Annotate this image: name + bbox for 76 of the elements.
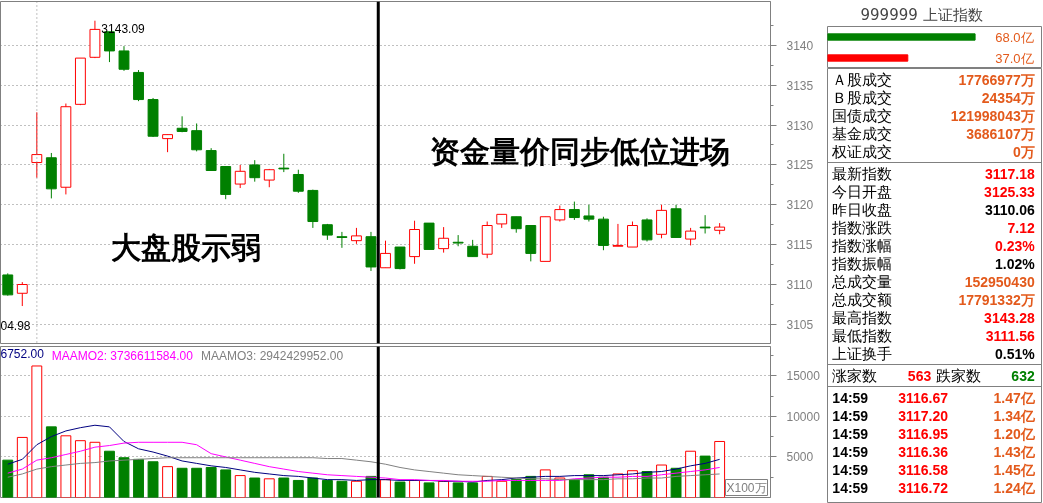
text: 上证换手 [832, 344, 893, 363]
text: 昨日收盘 [832, 200, 893, 219]
data-label: 37.0亿 [995, 50, 1034, 66]
text: 14:59 [832, 479, 869, 496]
text: 3116.58 [898, 461, 949, 478]
text: 3125.33 [984, 183, 1035, 200]
y-tick-label: 5000 [786, 450, 814, 465]
text: 6752.00 [0, 346, 45, 361]
y-tick-label: 3125 [786, 158, 814, 173]
text: 涨家数 [832, 366, 878, 385]
text: Ｂ股成交 [832, 88, 893, 107]
text: 总成交量 [831, 272, 893, 291]
text: 1.47亿 [993, 389, 1036, 406]
text: 1.24亿 [993, 479, 1036, 496]
text: 3116.95 [898, 425, 949, 442]
text: 权证成交 [831, 142, 893, 161]
text: 17791332万 [958, 291, 1035, 308]
text: 3117.18 [984, 165, 1035, 182]
text: 基金成交 [832, 124, 893, 143]
text: 3116.72 [898, 479, 949, 496]
text: 1.34亿 [993, 407, 1036, 424]
y-tick-label: 3140 [786, 38, 814, 53]
y-tick-label: 3110 [786, 278, 813, 293]
y-tick-label: 3105 [786, 317, 814, 332]
y-axis-title: X100万 [726, 480, 767, 495]
text: 1.20亿 [993, 425, 1036, 442]
text: 跌家数 [935, 366, 981, 385]
text: 指数涨跌 [831, 218, 893, 237]
text: 1.02% [995, 255, 1036, 272]
text: 最新指数 [832, 164, 893, 183]
text: 最低指数 [832, 326, 893, 345]
text: 152950430 [964, 273, 1035, 290]
text: 指数振幅 [831, 254, 893, 273]
text: 0万 [1012, 143, 1035, 160]
text: 今日开盘 [832, 182, 893, 201]
text: 3116.36 [898, 443, 949, 460]
y-tick-label: 15000 [786, 369, 821, 384]
y-tick-label: 10000 [786, 409, 821, 424]
text: 7.12 [1007, 219, 1035, 236]
annotation: 3143.09 [101, 21, 146, 36]
text: 总成交额 [831, 290, 893, 309]
text: 563 [907, 367, 932, 384]
annotation: 大盘股示弱 [111, 230, 262, 266]
text: 1.45亿 [993, 461, 1036, 478]
text: Ａ股成交 [832, 70, 893, 89]
text: 3111.56 [985, 327, 1035, 344]
text: 最高指数 [832, 308, 893, 327]
text: 0.23% [995, 237, 1036, 254]
text: 3143.28 [984, 309, 1035, 326]
y-tick-label: 3115 [786, 238, 813, 253]
text: 14:59 [832, 389, 869, 406]
text: 3686107万 [966, 125, 1035, 142]
text: 14:59 [832, 443, 869, 460]
text: 0.51% [995, 345, 1036, 362]
text: 14:59 [832, 407, 869, 424]
text: 3117.20 [898, 407, 949, 424]
y-tick-label: 3135 [786, 78, 814, 93]
text: 3110.06 [984, 201, 1035, 218]
text: MAAMO2: 3736611584.00 [51, 348, 194, 363]
y-tick-label: 3130 [786, 118, 814, 133]
chart-title: 999999 上证指数 [860, 5, 983, 24]
text: 指数涨幅 [831, 236, 893, 255]
annotation: 04.98 [0, 318, 31, 333]
text: 632 [1011, 367, 1035, 384]
text: 3116.67 [898, 389, 949, 406]
data-label: 68.0亿 [995, 29, 1034, 45]
text: 17766977万 [958, 71, 1035, 88]
text: 国债成交 [832, 106, 893, 125]
text: 24354万 [981, 89, 1035, 106]
text: 14:59 [832, 425, 869, 442]
text: 14:59 [832, 461, 869, 478]
annotation: 资金量价同步低位进场 [429, 134, 730, 170]
text: MAAMO3: 2942429952.00 [201, 348, 344, 363]
text: 1.43亿 [993, 443, 1036, 460]
y-tick-label: 3120 [786, 198, 814, 213]
text: 121998043万 [950, 107, 1035, 124]
